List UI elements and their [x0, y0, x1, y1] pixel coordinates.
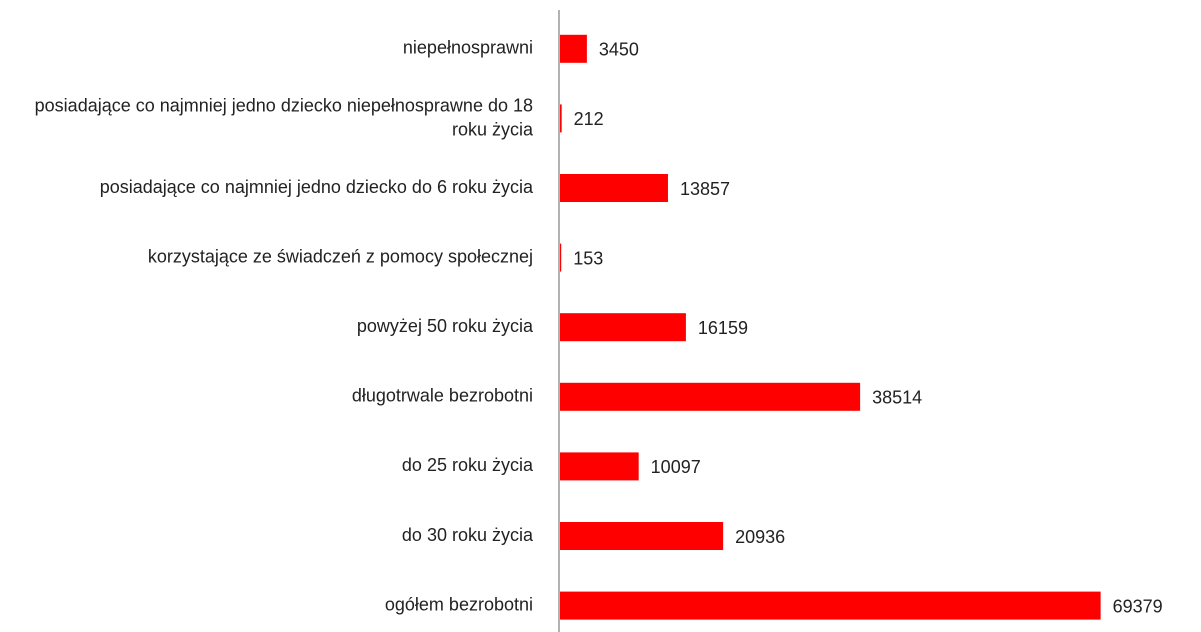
y-tick-label: posiadające co najmniej jedno dziecko ni… [35, 95, 534, 139]
bar [560, 243, 562, 272]
y-tick-label: niepełnosprawni [403, 38, 533, 58]
data-label: 38514 [872, 388, 922, 408]
y-tick-label: do 25 roku życia [402, 455, 534, 475]
y-tick-label: ogółem bezrobotni [385, 594, 533, 614]
bar [560, 34, 587, 63]
y-tick-label: posiadające co najmniej jedno dziecko do… [100, 177, 534, 197]
bar [560, 522, 724, 550]
bar [560, 313, 686, 342]
data-label: 212 [574, 109, 604, 129]
y-tick-label: długotrwale bezrobotni [352, 386, 533, 406]
data-label: 10097 [651, 457, 701, 477]
bar [560, 104, 562, 133]
bar [560, 382, 861, 411]
bar [560, 591, 1101, 620]
data-label: 20936 [735, 527, 785, 547]
y-tick-label: do 30 roku życia [402, 525, 534, 545]
bar [560, 174, 668, 202]
data-label: 153 [573, 248, 603, 268]
data-label: 69379 [1113, 596, 1163, 616]
bar [560, 452, 639, 481]
y-tick-label: korzystające ze świadczeń z pomocy społe… [148, 246, 533, 266]
y-tick-label: powyżej 50 roku życia [357, 316, 534, 336]
data-label: 16159 [698, 318, 748, 338]
data-label: 3450 [599, 40, 639, 60]
data-label: 13857 [680, 179, 730, 199]
